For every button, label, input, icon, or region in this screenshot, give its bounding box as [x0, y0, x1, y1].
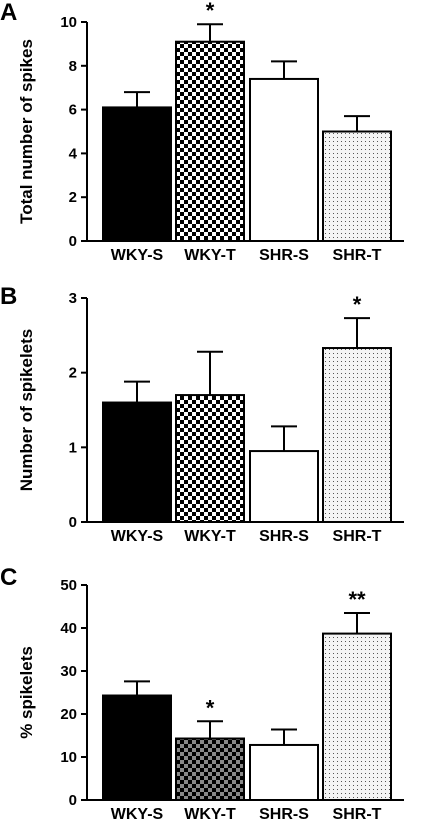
category-label: SHR-S: [259, 247, 309, 264]
category-label: SHR-T: [333, 806, 382, 823]
category-label: WKY-T: [184, 806, 236, 823]
bar-wky-t: [175, 394, 245, 524]
bar-wky-t: [175, 40, 245, 242]
panel-letter: C: [0, 564, 17, 591]
y-tick-label: 0: [69, 233, 77, 250]
y-axis-title: Number of spikelets: [17, 329, 36, 492]
significance-marker: *: [206, 0, 215, 23]
y-tick-label: 10: [60, 14, 77, 31]
y-tick-label: 50: [60, 577, 77, 594]
y-tick-label: 2: [69, 365, 77, 382]
category-label: WKY-T: [184, 247, 236, 264]
y-tick-label: 6: [69, 102, 77, 119]
y-tick-label: 20: [60, 706, 77, 723]
bar-shr-t: [322, 632, 392, 802]
bar-wky-s: [102, 694, 172, 802]
bar-shr-s: [249, 743, 319, 802]
bar-shr-s: [249, 450, 319, 524]
y-tick-label: 4: [69, 145, 78, 162]
category-label: SHR-T: [333, 528, 382, 545]
y-tick-label: 0: [69, 792, 77, 809]
significance-marker: *: [353, 292, 362, 317]
significance-marker: **: [348, 587, 366, 612]
bar-wky-s: [102, 401, 172, 523]
y-axis-title: % spikelets: [17, 646, 36, 739]
bar-shr-t: [322, 130, 392, 242]
category-label: WKY-S: [111, 806, 164, 823]
category-label: SHR-S: [259, 528, 309, 545]
significance-marker: *: [206, 695, 215, 720]
chart-panel-c: C % spikelets 0 10 20 30 40 50 WKY-S * WKY-T SHR-S *…: [0, 564, 404, 823]
panel-letter: A: [0, 0, 17, 26]
category-label: WKY-S: [111, 528, 164, 545]
category-label: SHR-T: [333, 247, 382, 264]
category-label: SHR-S: [259, 806, 309, 823]
y-tick-label: 3: [69, 290, 77, 307]
y-tick-label: 40: [60, 620, 77, 637]
y-tick-label: 0: [69, 514, 77, 531]
bar-wky-t: [175, 737, 245, 802]
y-tick-label: 10: [60, 749, 77, 766]
y-tick-label: 1: [69, 439, 77, 456]
bar-wky-s: [102, 106, 172, 242]
y-tick-label: 8: [69, 58, 77, 75]
y-tick-label: 2: [69, 189, 77, 206]
category-label: WKY-S: [111, 247, 164, 264]
panel-letter: B: [0, 283, 17, 310]
category-label: WKY-T: [184, 528, 236, 545]
y-tick-label: 30: [60, 663, 77, 680]
bar-shr-s: [249, 77, 319, 242]
y-axis-title: Total number of spikes: [17, 39, 36, 224]
bar-shr-t: [322, 347, 392, 523]
